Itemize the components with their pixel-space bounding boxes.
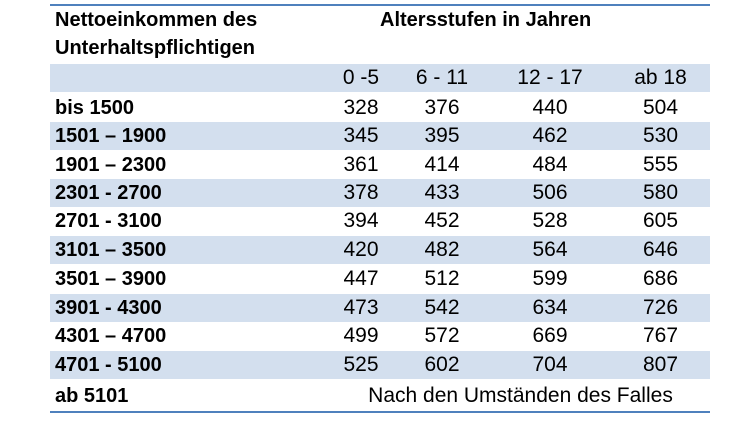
income-range: 4701 - 5100 bbox=[55, 354, 162, 376]
table-row: 3901 - 4300 473 542 634 726 bbox=[50, 294, 710, 322]
value-cell: 504 bbox=[642, 96, 679, 119]
income-range: 2701 - 3100 bbox=[55, 210, 162, 232]
value-cell: 530 bbox=[642, 124, 679, 147]
value-cell: 646 bbox=[642, 238, 679, 261]
table-top-border bbox=[50, 4, 710, 6]
value-cell: 572 bbox=[424, 324, 460, 347]
income-header-line2: Unterhaltspflichtigen bbox=[55, 37, 256, 59]
age-group-ab-18: ab 18 bbox=[634, 66, 687, 89]
value-cell: 528 bbox=[532, 209, 568, 232]
value-cell: 580 bbox=[642, 181, 679, 204]
age-group-6-11: 6 - 11 bbox=[415, 66, 469, 89]
value-cell: 542 bbox=[424, 296, 460, 319]
maintenance-table: Nettoeinkommen des Unterhaltspflichtigen… bbox=[50, 0, 710, 422]
age-group-0-5: 0 -5 bbox=[342, 66, 380, 89]
value-cell: 605 bbox=[642, 209, 679, 232]
value-cell: 484 bbox=[532, 153, 568, 176]
table-row-last: ab 5101 Nach den Umständen des Falles bbox=[50, 382, 710, 410]
value-cell: 361 bbox=[343, 153, 379, 176]
table-row: 1501 – 1900 345 395 462 530 bbox=[50, 122, 710, 150]
value-cell: 686 bbox=[642, 267, 679, 290]
value-cell: 512 bbox=[424, 267, 460, 290]
table-row: bis 1500 328 376 440 504 bbox=[50, 94, 710, 122]
value-cell: 473 bbox=[343, 296, 379, 319]
value-cell: 634 bbox=[532, 296, 568, 319]
income-range: 3901 - 4300 bbox=[55, 297, 162, 319]
value-cell: 433 bbox=[424, 181, 460, 204]
table-row: 2301 - 2700 378 433 506 580 bbox=[50, 179, 710, 207]
table-row: 2701 - 3100 394 452 528 605 bbox=[50, 207, 710, 235]
value-cell: 394 bbox=[343, 209, 379, 232]
income-range: ab 5101 bbox=[55, 385, 129, 407]
table-row: 4301 – 4700 499 572 669 767 bbox=[50, 322, 710, 350]
value-cell: 555 bbox=[642, 153, 679, 176]
income-range: 1501 – 1900 bbox=[55, 125, 167, 147]
table-row: 1901 – 2300 361 414 484 555 bbox=[50, 151, 710, 179]
value-cell: 328 bbox=[343, 96, 379, 119]
value-cell: 564 bbox=[532, 238, 568, 261]
value-cell: 378 bbox=[343, 181, 379, 204]
income-column-header: Nettoeinkommen des Unterhaltspflichtigen bbox=[55, 6, 257, 62]
value-cell: 602 bbox=[424, 353, 460, 376]
income-range: 3101 – 3500 bbox=[55, 239, 167, 261]
value-cell: 420 bbox=[343, 238, 379, 261]
circumstances-note: Nach den Umständen des Falles bbox=[368, 384, 673, 407]
value-cell: 440 bbox=[532, 96, 568, 119]
income-range: 2301 - 2700 bbox=[55, 182, 162, 204]
value-cell: 506 bbox=[532, 181, 568, 204]
age-group-row: 0 -5 6 - 11 12 - 17 ab 18 bbox=[50, 64, 710, 92]
value-cell: 599 bbox=[532, 267, 568, 290]
table-row: 3101 – 3500 420 482 564 646 bbox=[50, 236, 710, 264]
value-cell: 482 bbox=[424, 238, 460, 261]
income-range: bis 1500 bbox=[55, 97, 134, 119]
table-bottom-border bbox=[50, 411, 710, 413]
value-cell: 767 bbox=[642, 324, 679, 347]
value-cell: 525 bbox=[343, 353, 379, 376]
value-cell: 462 bbox=[532, 124, 568, 147]
value-cell: 499 bbox=[343, 324, 379, 347]
age-groups-header: Altersstufen in Jahren bbox=[380, 9, 592, 31]
value-cell: 807 bbox=[642, 353, 679, 376]
income-range: 3501 – 3900 bbox=[55, 268, 167, 290]
value-cell: 452 bbox=[424, 209, 460, 232]
table-row: 3501 – 3900 447 512 599 686 bbox=[50, 265, 710, 293]
income-range: 1901 – 2300 bbox=[55, 154, 167, 176]
value-cell: 395 bbox=[424, 124, 460, 147]
age-group-12-17: 12 - 17 bbox=[517, 66, 583, 89]
value-cell: 447 bbox=[343, 267, 379, 290]
value-cell: 376 bbox=[424, 96, 460, 119]
income-range: 4301 – 4700 bbox=[55, 325, 167, 347]
value-cell: 345 bbox=[343, 124, 379, 147]
value-cell: 414 bbox=[424, 153, 460, 176]
income-header-line1: Nettoeinkommen des bbox=[55, 9, 258, 31]
value-cell: 669 bbox=[532, 324, 568, 347]
value-cell: 726 bbox=[642, 296, 679, 319]
table-row: 4701 - 5100 525 602 704 807 bbox=[50, 351, 710, 379]
value-cell: 704 bbox=[532, 353, 568, 376]
